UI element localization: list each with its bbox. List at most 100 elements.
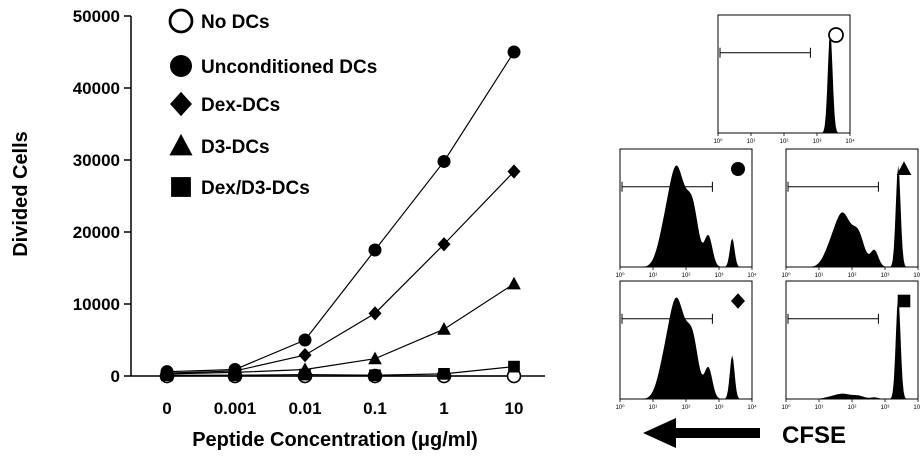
histogram-density [786,165,918,267]
x-tick-label: 0.001 [214,399,257,418]
data-point [437,154,451,168]
x-tick-group: 0 0.001 0.01 0.1 1 10 [162,376,523,418]
legend-label: Dex/D3-DCs [201,178,310,199]
hist-tick-label: 10³ [715,405,724,411]
legend-marker-diamond [170,91,192,117]
data-point [368,243,382,257]
x-axis-title: Peptide Concentration (μg/ml) [192,429,478,451]
hist-tick-label: 10¹ [815,405,824,411]
series-line [166,51,515,373]
left-arrow-icon [643,418,760,448]
data-point [298,333,312,347]
data-point [161,369,173,382]
hist-tick-label: 10⁴ [747,272,757,279]
x-tick-label: 0.1 [363,399,387,418]
data-point [368,351,382,365]
series-line [167,366,515,376]
hist-tick-label: 10⁰ [615,404,625,411]
panel-marker-diamond [731,293,745,309]
line-chart: 0 10000 20000 30000 40000 50000 0 0.001 0.01 0.1… [10,7,545,451]
data-point [507,45,521,59]
data-point [229,369,241,382]
data-point [299,368,311,381]
data-point [369,369,381,382]
histogram-panel-triangle: 10⁰ 10¹ 10² 10³ 10⁴ [781,148,920,279]
y-tick-label: 30000 [73,151,120,170]
series-circle [160,45,521,379]
series-layer [159,45,522,384]
histogram-panel-diamond: 10⁰ 10¹ 10² 10³ 10⁴ [615,280,757,411]
data-point [507,164,521,179]
hist-tick-label: 10⁴ [845,138,855,145]
cfse-arrow-group: CFSE [643,418,846,449]
histogram-density [620,297,752,399]
legend: No DCs Unconditioned DCs Dex-DCs D3-DCs Dex/… [168,8,377,199]
x-tick-label: 1 [439,399,448,418]
data-point [507,276,521,290]
x-tick-label: 10 [505,399,524,418]
hist-tick-label: 10² [848,273,857,279]
legend-marker-triangle [169,133,193,156]
histogram-panel-circle-open: 10⁰ 10¹ 10² 10³ 10⁴ [713,14,855,145]
hist-tick-label: 10³ [813,139,822,145]
series-line [166,171,515,374]
legend-item: Dex-DCs [170,91,280,117]
y-tick-label: 10000 [73,295,120,314]
legend-item: Unconditioned DCs [170,55,377,78]
panel-marker-triangle [896,161,912,175]
legend-label: D3-DCs [201,137,270,158]
hist-tick-label: 10³ [881,273,890,279]
y-axis-title: Divided Cells [10,131,32,257]
data-point [508,360,520,373]
hist-tick-label: 10² [682,405,691,411]
hist-tick-label: 10¹ [747,139,756,145]
hist-tick-label: 10³ [881,405,890,411]
data-point [298,347,312,363]
histogram-panel-circle: 10⁰ 10¹ 10² 10³ 10⁴ [615,148,757,279]
panel-marker-circle [731,162,745,176]
x-tick-label: 0 [162,399,171,418]
hist-tick-label: 10⁴ [913,272,920,279]
legend-item: D3-DCs [169,133,270,158]
legend-marker-square [171,177,191,197]
data-point [437,237,451,252]
hist-tick-label: 10⁴ [747,404,757,411]
histogram-density [620,165,752,267]
hist-tick-label: 10⁰ [615,272,625,279]
hist-tick-label: 10⁰ [713,138,723,145]
series-square [161,360,520,382]
legend-item: No DCs [168,8,270,34]
legend-marker-circle-open [168,8,194,34]
y-tick-group: 0 10000 20000 30000 40000 50000 [73,7,131,386]
hist-tick-label: 10¹ [649,405,658,411]
histogram-panel-square: 10⁰ 10¹ 10² 10³ 10⁴ [781,280,920,411]
hist-tick-label: 10² [848,405,857,411]
data-point [438,367,450,380]
hist-tick-label: 10¹ [649,273,658,279]
y-tick-label: 40000 [73,79,120,98]
data-point [368,306,382,321]
legend-label: Dex-DCs [201,95,280,116]
hist-tick-label: 10¹ [815,273,824,279]
series-triangle [160,276,521,380]
data-point [437,322,451,335]
panel-marker-circle-open [828,27,844,43]
cfse-label: CFSE [782,422,846,449]
hist-tick-label: 10⁰ [781,272,791,279]
hist-tick-label: 10³ [715,273,724,279]
series-line [166,283,515,375]
y-tick-label: 20000 [73,223,120,242]
hist-tick-label: 10⁴ [913,404,920,411]
panel-marker-square [897,294,911,308]
hist-tick-label: 10² [682,273,691,279]
hist-tick-label: 10² [780,139,789,145]
y-tick-label: 0 [111,367,120,386]
legend-item: Dex/D3-DCs [171,177,310,199]
y-tick-label: 50000 [73,7,120,26]
hist-tick-label: 10⁰ [781,404,791,411]
legend-label: Unconditioned DCs [201,57,377,78]
x-tick-label: 0.01 [288,399,321,418]
legend-marker-circle [170,55,192,77]
